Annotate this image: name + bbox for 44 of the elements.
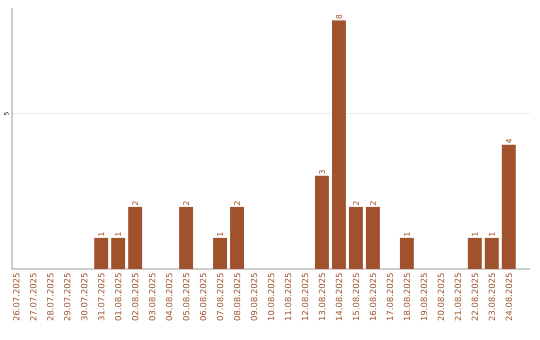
- x-tick-label: 24.08.2025: [506, 273, 512, 320]
- bar: [314, 176, 329, 269]
- x-tick-label: 15.08.2025: [352, 273, 360, 320]
- bar: [366, 206, 380, 269]
- bar: [179, 206, 194, 269]
- x-tick-label: 08.08.2025: [234, 273, 240, 320]
- bar: [502, 144, 516, 269]
- bar: [332, 20, 346, 269]
- x-tick-label: 23.08.2025: [488, 273, 496, 320]
- bar: [94, 238, 108, 269]
- x-tick-label: 11.08.2025: [284, 273, 292, 320]
- x-tick-label: 19.08.2025: [420, 273, 428, 320]
- x-tick-label: 16.08.2025: [370, 273, 376, 320]
- x-tick-label: 12.08.2025: [302, 273, 308, 320]
- bar: [213, 238, 228, 269]
- x-tick-label: 30.07.2025: [80, 273, 88, 320]
- x-tick-label: 22.08.2025: [472, 273, 478, 320]
- x-tick-label: 17.08.2025: [386, 273, 394, 320]
- x-tick-label: 06.08.2025: [200, 273, 206, 320]
- x-tick-label: 10.08.2025: [268, 273, 274, 320]
- bar: [230, 206, 244, 269]
- x-tick-label: 31.07.2025: [98, 273, 104, 320]
- x-tick-label: 05.08.2025: [182, 273, 190, 320]
- x-tick-label: 02.08.2025: [132, 273, 138, 320]
- bar: [348, 206, 363, 269]
- bar: [128, 206, 142, 269]
- x-tick-label: 27.07.2025: [30, 273, 36, 320]
- x-tick-label: 18.08.2025: [404, 273, 410, 320]
- x-tick-label: 26.07.2025: [13, 273, 20, 320]
- bar: [400, 238, 414, 269]
- bar: [484, 238, 499, 269]
- x-tick-label: 01.08.2025: [114, 273, 122, 320]
- x-tick-label: 04.08.2025: [166, 273, 172, 320]
- x-tick-label: 28.07.2025: [47, 273, 54, 320]
- x-tick-label: 07.08.2025: [216, 273, 224, 320]
- bar: [468, 238, 482, 269]
- x-tick-label: 14.08.2025: [336, 273, 342, 320]
- x-tick-label: 13.08.2025: [318, 273, 326, 320]
- x-tick-label: 09.08.2025: [250, 273, 258, 320]
- x-tick-label: 03.08.2025: [148, 273, 156, 320]
- x-tick-label: 20.08.2025: [438, 273, 444, 320]
- x-tick-label: 21.08.2025: [454, 273, 462, 320]
- bar: [111, 238, 126, 269]
- x-tick-label: 29.07.2025: [64, 273, 70, 320]
